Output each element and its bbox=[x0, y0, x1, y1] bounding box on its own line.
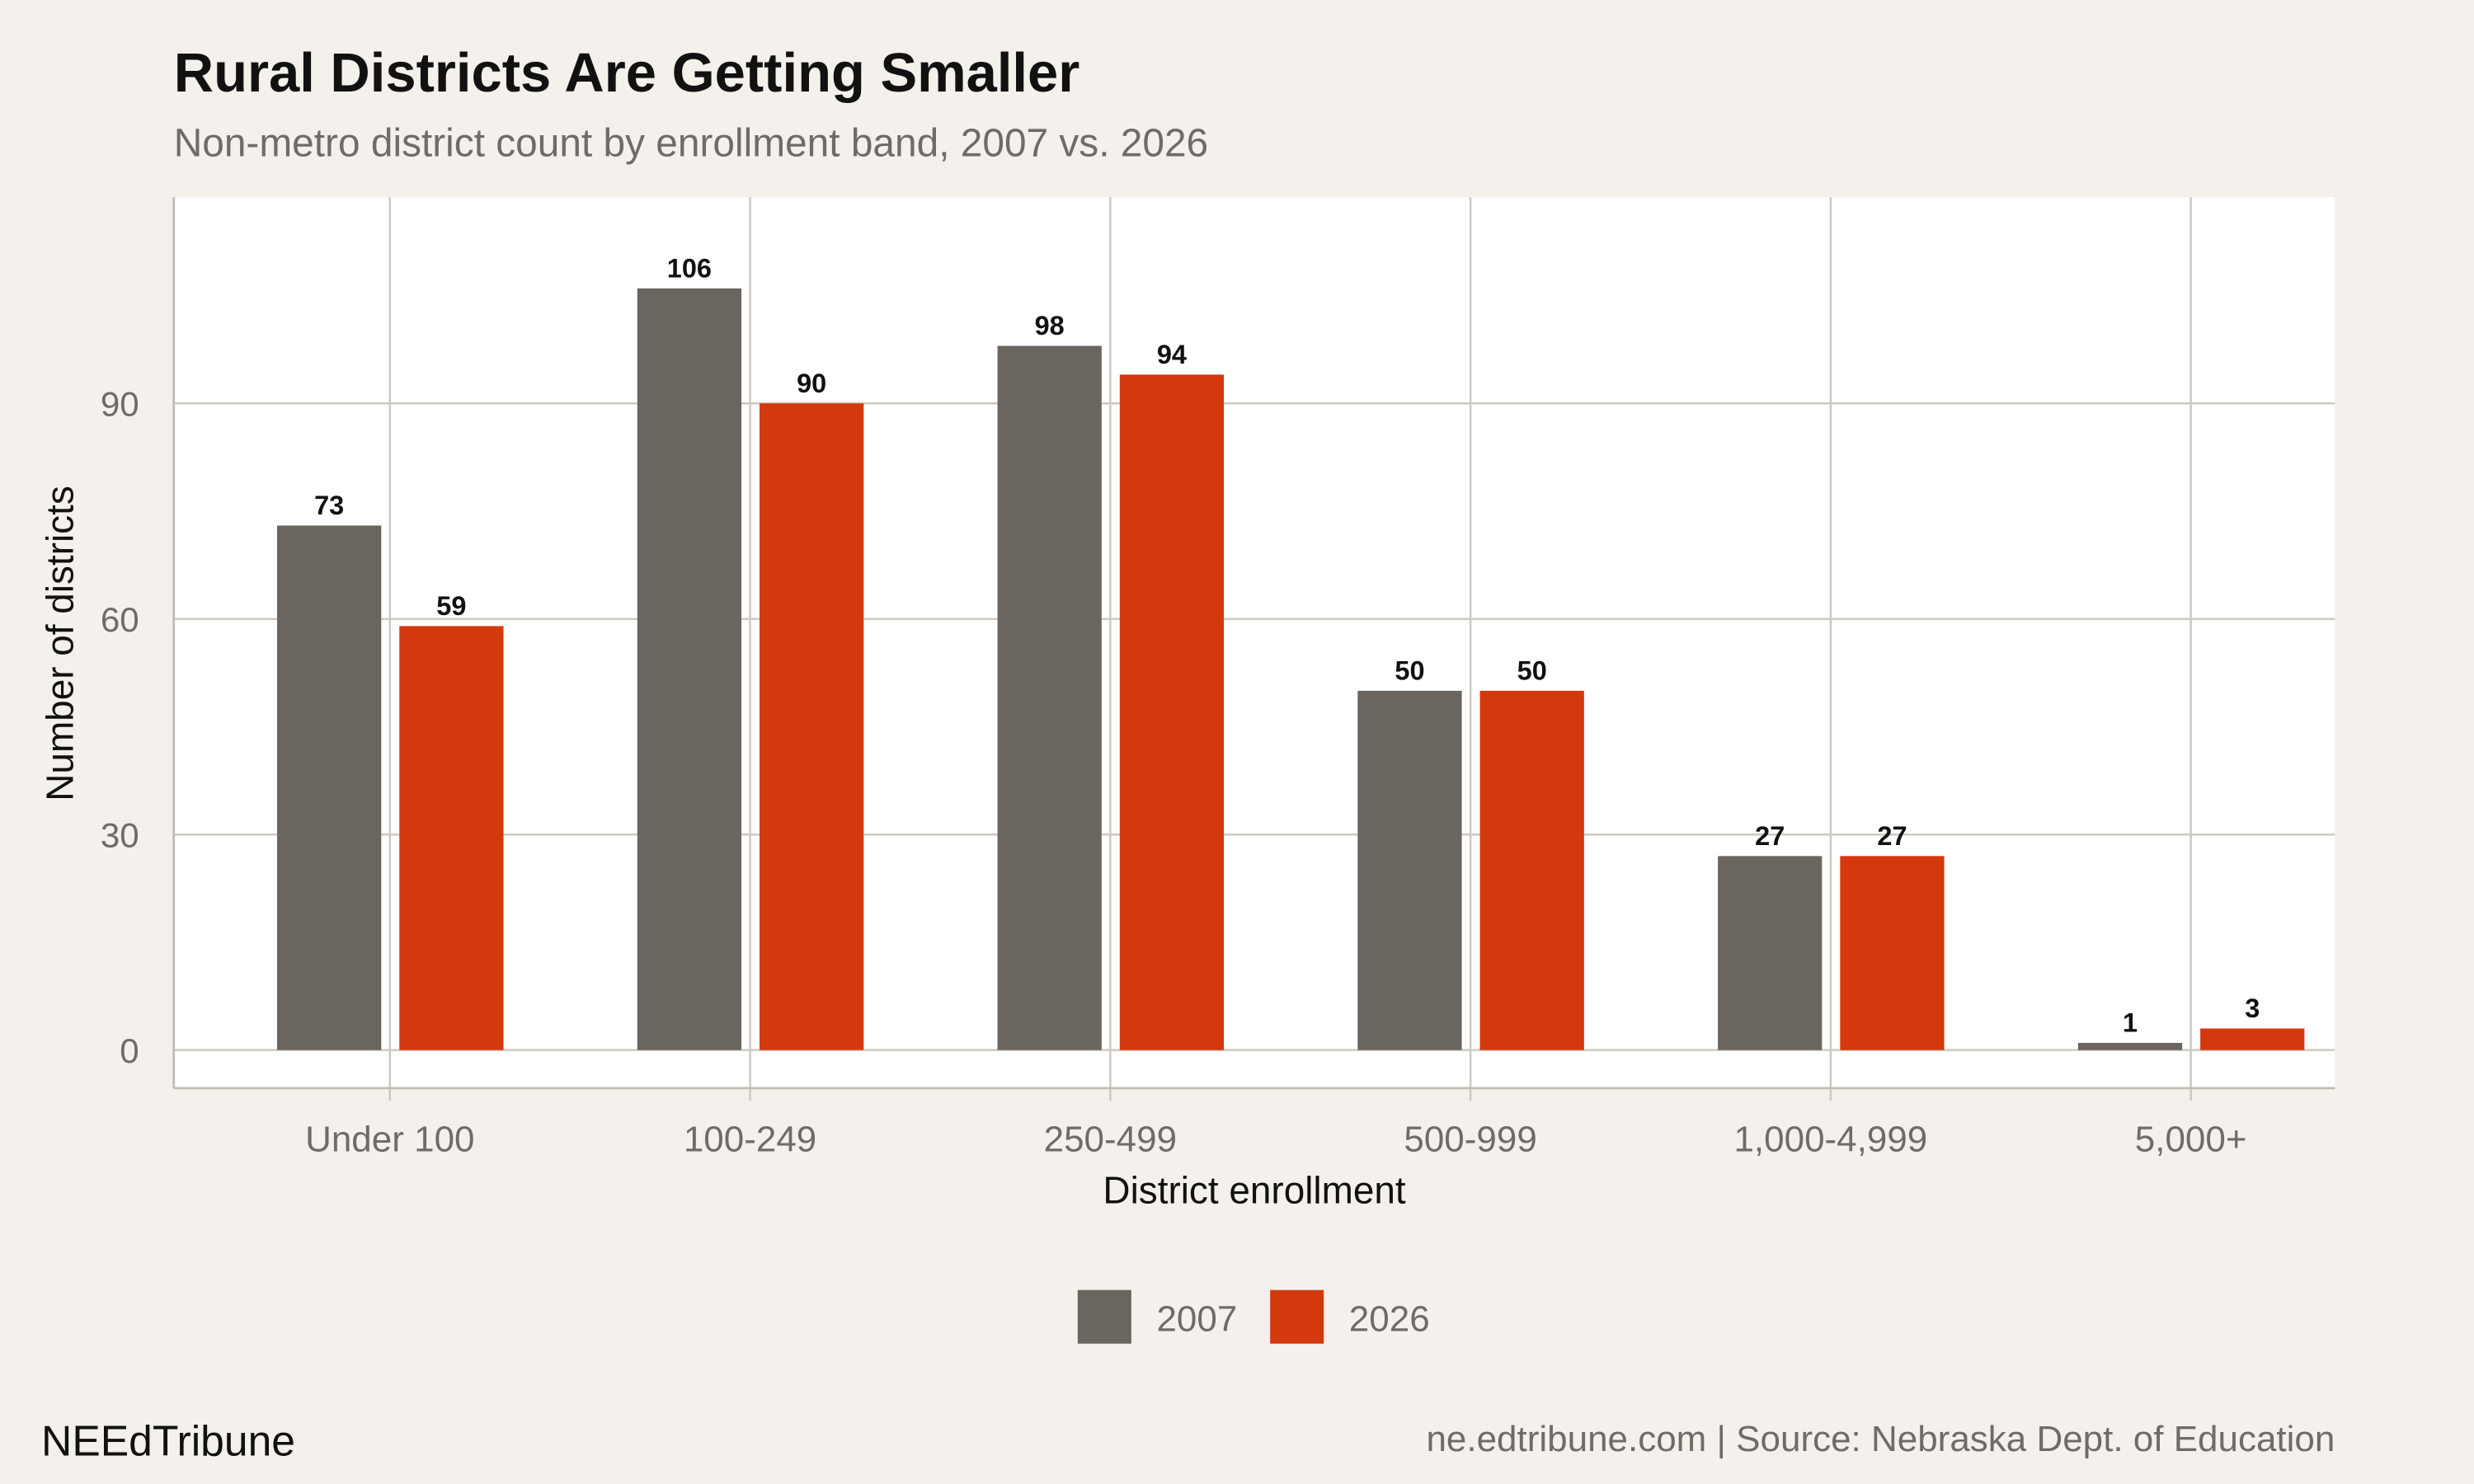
data-label: 27 bbox=[1755, 821, 1785, 851]
bar-2007 bbox=[1718, 856, 1823, 1050]
bar-2007 bbox=[2077, 1042, 2183, 1050]
bar-2026 bbox=[1479, 690, 1584, 1050]
chart-subtitle: Non-metro district count by enrollment b… bbox=[174, 121, 1208, 165]
y-tick-label: 90 bbox=[101, 385, 139, 424]
y-tick-label: 60 bbox=[101, 600, 139, 639]
y-tick-label: 30 bbox=[101, 816, 139, 855]
bar-2026 bbox=[399, 626, 504, 1050]
bar-2007 bbox=[277, 525, 382, 1050]
data-label: 3 bbox=[2245, 993, 2260, 1023]
data-label: 50 bbox=[1395, 655, 1424, 685]
x-tick-label: 100-249 bbox=[684, 1119, 816, 1159]
bar-2007 bbox=[637, 288, 742, 1050]
footer-source: ne.edtribune.com | Source: Nebraska Dept… bbox=[1426, 1419, 2335, 1459]
x-tick-label: 1,000-4,999 bbox=[1733, 1119, 1927, 1159]
chart-title: Rural Districts Are Getting Smaller bbox=[174, 42, 1080, 104]
y-axis-label: Number of districts bbox=[38, 486, 81, 801]
bar-2026 bbox=[1119, 374, 1225, 1050]
x-tick-label: 5,000+ bbox=[2135, 1119, 2247, 1159]
bar-2026 bbox=[760, 403, 864, 1050]
plot-panel bbox=[173, 197, 2335, 1088]
bar-2026 bbox=[2200, 1028, 2305, 1050]
x-tick-label: 500-999 bbox=[1404, 1119, 1536, 1159]
bar-2026 bbox=[1840, 856, 1945, 1050]
data-label: 73 bbox=[314, 491, 344, 520]
footer-brand: NEEdTribune bbox=[41, 1417, 295, 1465]
legend-swatch-2026 bbox=[1270, 1289, 1324, 1344]
bar-2007 bbox=[997, 345, 1102, 1050]
data-label: 1 bbox=[2123, 1008, 2138, 1038]
data-label: 27 bbox=[1877, 821, 1907, 851]
x-axis-label: District enrollment bbox=[1103, 1169, 1405, 1212]
data-label: 98 bbox=[1035, 311, 1065, 340]
legend: 2007 2026 bbox=[1077, 1289, 1430, 1344]
x-tick-label: Under 100 bbox=[305, 1119, 474, 1159]
data-label: 106 bbox=[667, 253, 712, 283]
x-tick-label: 250-499 bbox=[1044, 1119, 1177, 1159]
legend-label-2007: 2007 bbox=[1156, 1298, 1237, 1339]
bar-2007 bbox=[1357, 690, 1462, 1050]
legend-label-2026: 2026 bbox=[1349, 1298, 1430, 1339]
legend-swatch-2007 bbox=[1077, 1289, 1131, 1344]
data-label: 90 bbox=[797, 369, 826, 398]
data-label: 94 bbox=[1157, 340, 1187, 369]
y-tick-label: 0 bbox=[120, 1031, 139, 1070]
data-label: 50 bbox=[1517, 655, 1547, 685]
data-label: 59 bbox=[436, 591, 466, 621]
